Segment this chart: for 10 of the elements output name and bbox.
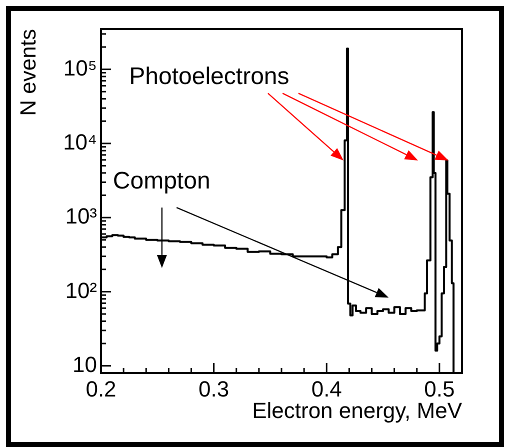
y-tick-label: 10⁵	[63, 55, 97, 80]
y-tick-label: 10⁴	[63, 130, 97, 155]
x-tick-label: 0.3	[198, 376, 230, 402]
y-axis-title: N events	[15, 29, 40, 116]
y-tick-label: 10²	[65, 278, 97, 303]
y-tick-label: 10	[72, 352, 97, 377]
annotation: Compton	[112, 168, 210, 195]
annotation: Photoelectrons	[129, 62, 290, 90]
x-tick-label: 0.2	[86, 376, 116, 402]
y-tick-label: 10³	[65, 204, 97, 229]
